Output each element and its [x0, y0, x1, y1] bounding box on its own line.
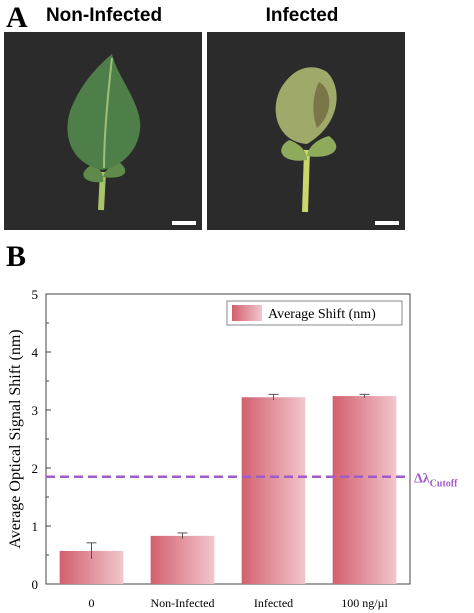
panel-b-label: B — [6, 240, 27, 273]
panel-a-label: A — [6, 1, 28, 34]
y-tick-label: 4 — [32, 345, 39, 360]
scale-bar-left — [172, 221, 196, 225]
y-tick-label: 3 — [32, 403, 39, 418]
non-infected-leaf-photo — [4, 32, 202, 230]
legend-swatch — [232, 305, 262, 321]
y-tick-label: 1 — [32, 519, 39, 534]
infected-leaf-photo — [207, 32, 405, 230]
healthy-leaf-image — [67, 54, 141, 211]
y-axis-label: Average Optical Signal Shift (nm) — [7, 329, 24, 548]
x-tick-label: Infected — [254, 596, 293, 610]
bar — [150, 535, 215, 584]
non-infected-title: Non-Infected — [45, 5, 163, 26]
bar — [241, 397, 306, 584]
scale-bar-right — [375, 221, 399, 225]
bar — [332, 396, 397, 584]
infected-leaf-image — [275, 67, 337, 213]
infected-title: Infected — [265, 5, 339, 26]
y-tick-label: 5 — [32, 287, 39, 302]
y-tick-label: 0 — [32, 577, 39, 592]
legend-label: Average Shift (nm) — [268, 307, 376, 322]
x-tick-label: 0 — [89, 596, 95, 610]
legend: Average Shift (nm) — [226, 300, 403, 326]
x-tick-label: 100 ng/µl — [341, 596, 388, 610]
y-tick-label: 2 — [32, 461, 39, 476]
cutoff-label: ΔλCutoff — [414, 472, 458, 490]
x-tick-label: Non-Infected — [151, 596, 215, 610]
